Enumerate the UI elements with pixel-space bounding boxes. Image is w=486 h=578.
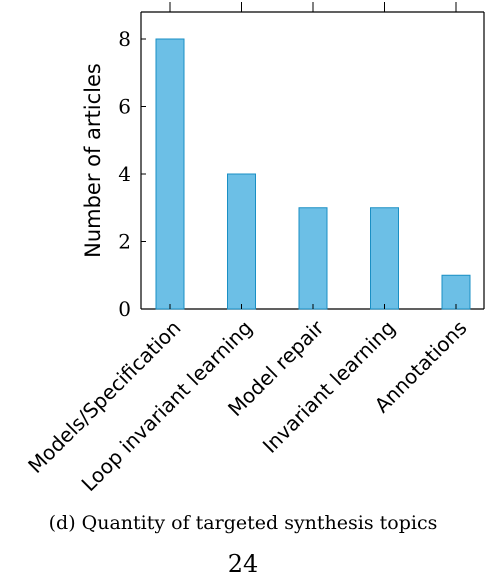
y-tick-label: 6 [118,95,131,119]
page-number: 24 [227,550,259,578]
bar-models-specification [155,38,185,310]
y-tick-label: 4 [118,162,131,186]
y-axis-label: Number of articles [81,63,105,258]
figure-caption: (d) Quantity of targeted synthesis topic… [48,512,438,534]
bar-invariant-learning [370,207,399,310]
bar-loop-invariant-learning [227,173,256,310]
x-tick-label: Invariant learning [258,316,400,458]
bar-model-repair [298,207,328,310]
y-tick-label: 8 [118,27,131,51]
y-tick-label: 0 [118,297,131,321]
y-tick-label: 2 [118,230,131,254]
bar-annotations [441,274,471,310]
